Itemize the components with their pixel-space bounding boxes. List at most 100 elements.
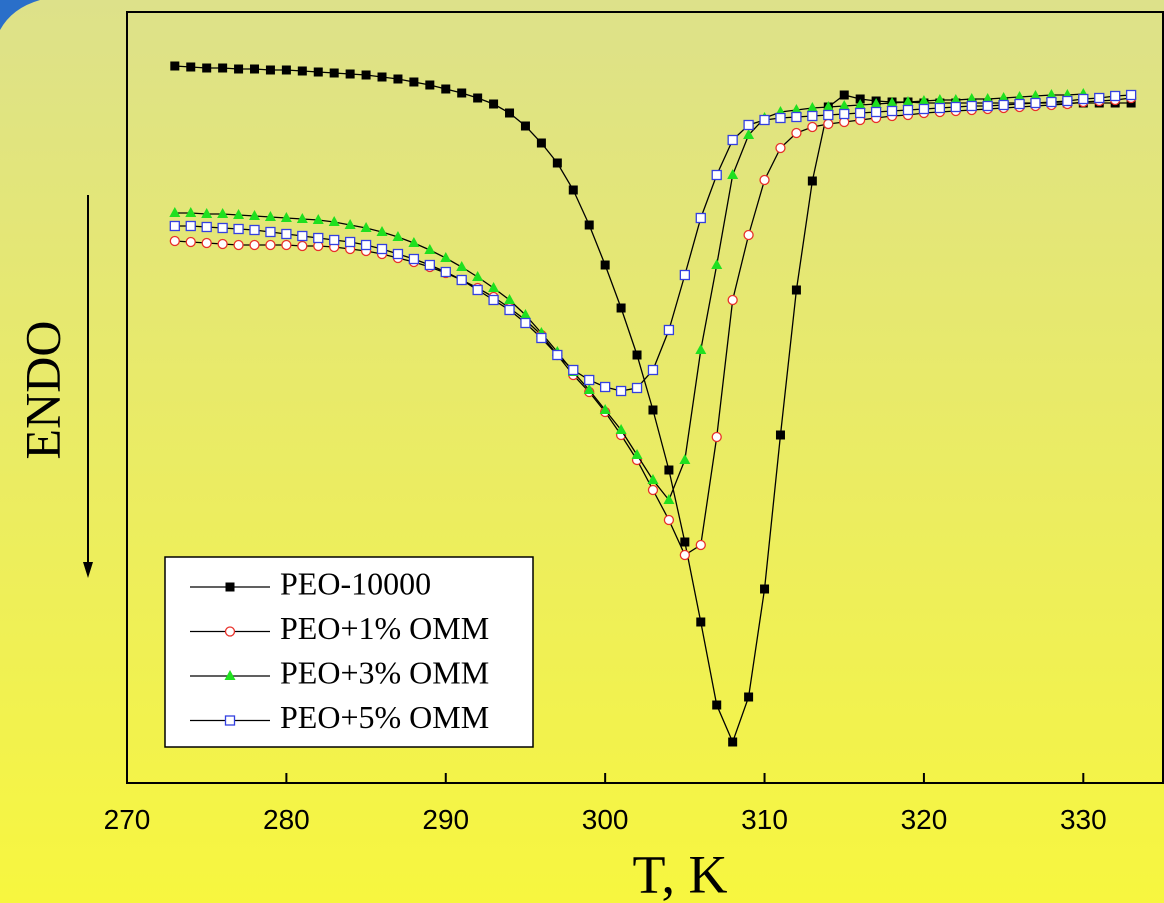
point bbox=[615, 424, 627, 434]
point bbox=[225, 582, 235, 592]
point bbox=[823, 118, 834, 130]
point bbox=[791, 285, 801, 295]
point bbox=[217, 208, 229, 218]
point bbox=[265, 239, 276, 251]
point bbox=[791, 127, 802, 139]
point bbox=[504, 294, 516, 304]
point bbox=[886, 105, 898, 117]
point bbox=[711, 259, 723, 269]
point bbox=[440, 252, 452, 262]
point bbox=[695, 539, 706, 551]
point bbox=[185, 220, 196, 232]
point bbox=[934, 102, 946, 114]
point bbox=[886, 97, 898, 107]
point bbox=[600, 260, 610, 270]
point bbox=[504, 304, 515, 316]
point bbox=[663, 494, 675, 504]
x-tick-label: 330 bbox=[1060, 804, 1107, 835]
point bbox=[552, 349, 563, 361]
point bbox=[743, 119, 754, 131]
point bbox=[473, 93, 483, 103]
point bbox=[520, 317, 531, 329]
series bbox=[169, 89, 1137, 397]
x-tick-label: 280 bbox=[263, 804, 310, 835]
point bbox=[440, 266, 451, 278]
legend-label: PEO+3% OMM bbox=[280, 654, 489, 690]
point bbox=[854, 99, 866, 109]
point bbox=[217, 222, 228, 234]
point bbox=[1062, 95, 1073, 107]
point bbox=[552, 158, 562, 168]
point bbox=[870, 106, 882, 118]
legend-label: PEO+5% OMM bbox=[280, 699, 489, 735]
point bbox=[489, 99, 499, 109]
point bbox=[488, 294, 499, 306]
point bbox=[185, 236, 196, 248]
point bbox=[217, 238, 228, 250]
point bbox=[711, 169, 722, 181]
point bbox=[297, 230, 308, 242]
point bbox=[583, 384, 595, 394]
point bbox=[664, 465, 674, 475]
legend-label: PEO+1% OMM bbox=[280, 610, 489, 646]
point bbox=[1078, 93, 1089, 105]
point bbox=[775, 430, 785, 440]
point bbox=[743, 129, 755, 139]
point bbox=[902, 96, 914, 106]
point bbox=[679, 454, 691, 464]
point bbox=[1045, 89, 1057, 99]
point bbox=[376, 226, 388, 236]
point bbox=[250, 64, 260, 74]
point bbox=[934, 94, 946, 104]
point bbox=[711, 431, 722, 443]
point bbox=[647, 474, 659, 484]
point bbox=[1094, 92, 1105, 104]
point bbox=[1030, 97, 1041, 109]
point bbox=[409, 77, 419, 87]
point bbox=[520, 121, 530, 131]
plot-area: 270 280 290 300 310 320 330 bbox=[104, 61, 1137, 835]
point bbox=[1046, 96, 1057, 108]
y-axis-label: ENDO bbox=[14, 321, 70, 460]
point bbox=[312, 214, 324, 224]
point bbox=[392, 231, 404, 241]
point bbox=[838, 100, 850, 110]
point bbox=[775, 112, 786, 124]
point bbox=[1125, 89, 1137, 101]
point bbox=[361, 70, 371, 80]
point bbox=[328, 216, 340, 226]
point bbox=[647, 484, 659, 496]
point bbox=[224, 626, 236, 637]
point bbox=[377, 72, 387, 82]
point bbox=[680, 537, 690, 547]
point bbox=[647, 364, 659, 376]
point bbox=[424, 259, 435, 271]
point bbox=[505, 108, 515, 118]
x-tick-label: 310 bbox=[741, 804, 788, 835]
point bbox=[902, 104, 914, 116]
point bbox=[631, 449, 643, 459]
point bbox=[425, 80, 435, 90]
point bbox=[201, 237, 212, 249]
point bbox=[456, 274, 467, 286]
point bbox=[1014, 91, 1026, 101]
point bbox=[170, 61, 180, 71]
point bbox=[1110, 90, 1121, 102]
point bbox=[249, 210, 261, 220]
point bbox=[982, 100, 993, 112]
point bbox=[823, 109, 834, 121]
point bbox=[519, 309, 531, 319]
point bbox=[631, 382, 643, 394]
point bbox=[233, 223, 244, 235]
point bbox=[201, 221, 212, 233]
point bbox=[218, 63, 228, 73]
point bbox=[234, 64, 244, 74]
point bbox=[233, 209, 245, 219]
point bbox=[224, 670, 236, 680]
point bbox=[584, 220, 594, 230]
x-tick-label: 300 bbox=[582, 804, 629, 835]
point bbox=[998, 92, 1010, 102]
x-tick-label: 290 bbox=[422, 804, 469, 835]
